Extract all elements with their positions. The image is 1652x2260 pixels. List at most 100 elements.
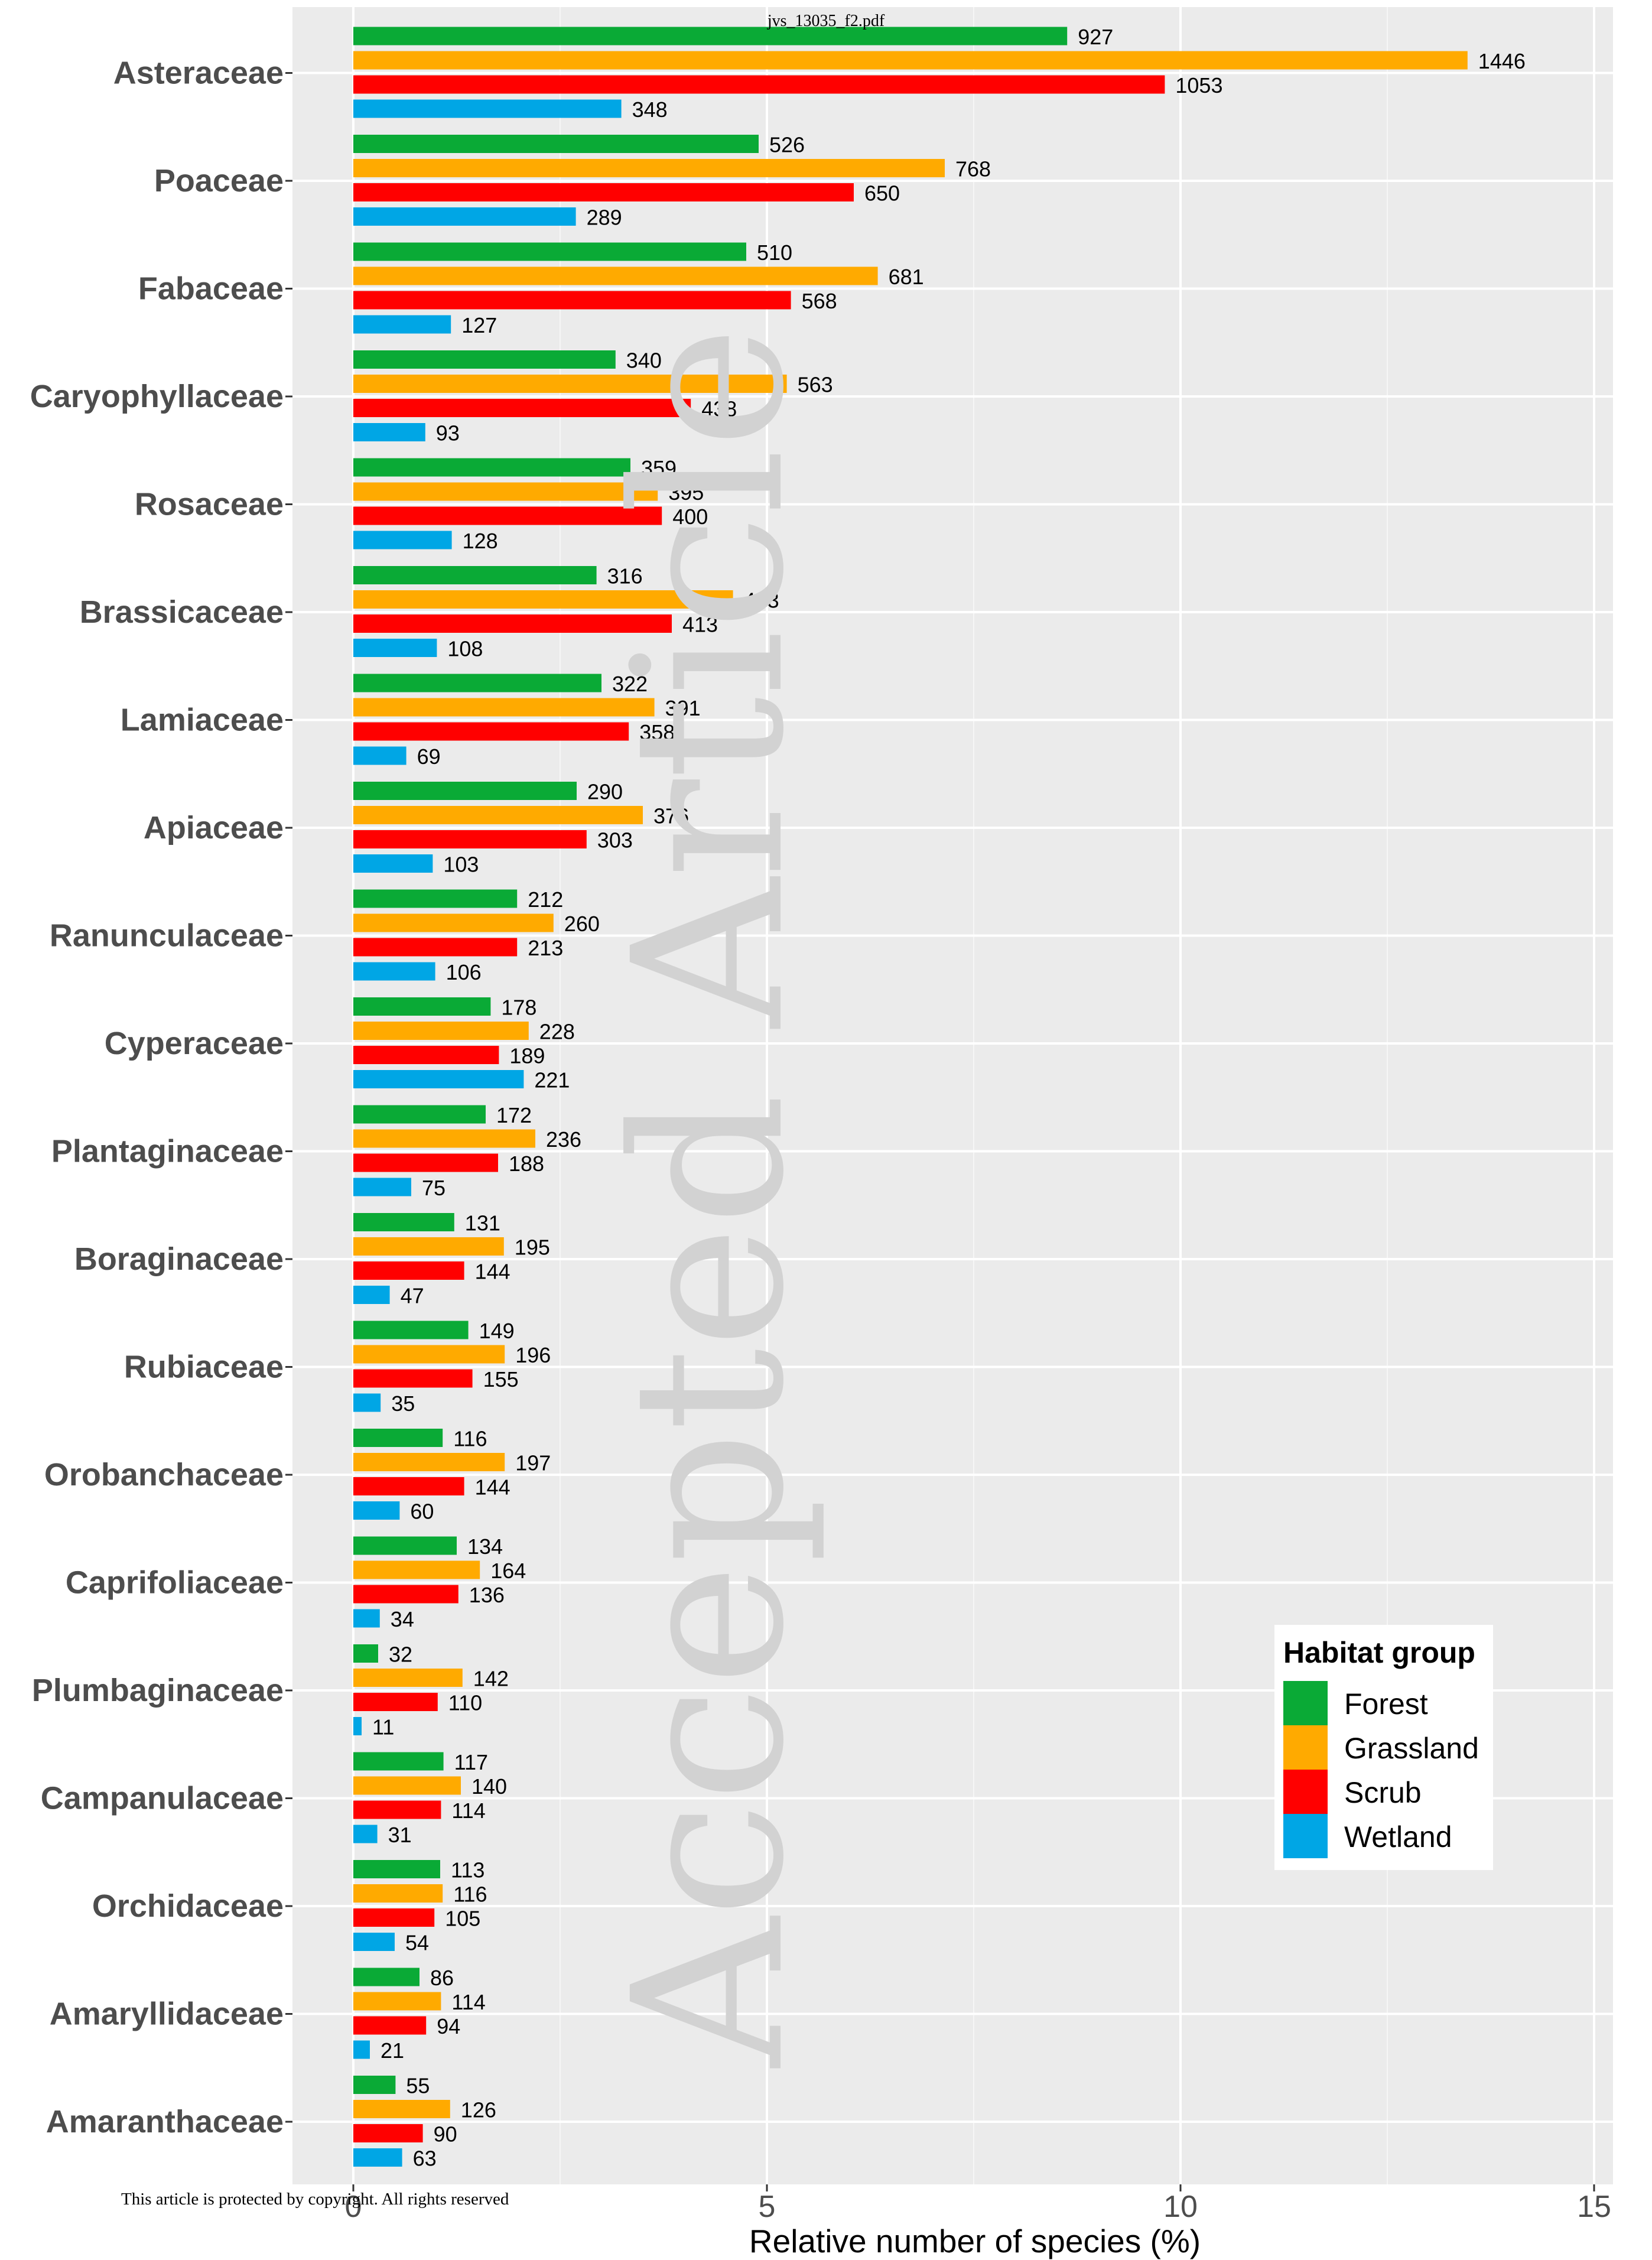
value-label-caryophyllaceae-forest: 340	[626, 349, 662, 373]
category-label-rubiaceae: Rubiaceae	[124, 1350, 284, 1385]
value-label-amaryllidaceae-forest: 86	[430, 1966, 454, 1990]
value-label-cyperaceae-wetland: 221	[534, 1068, 570, 1092]
value-label-poaceae-scrub: 650	[864, 181, 900, 206]
bar-campanulaceae-grassland	[353, 1776, 461, 1795]
bar-amaranthaceae-scrub	[353, 2124, 423, 2142]
copyright-notice: This article is protected by copyright. …	[121, 2190, 509, 2209]
value-label-rosaceae-grassland: 395	[668, 480, 704, 505]
bar-boraginaceae-scrub	[353, 1261, 464, 1280]
bar-apiaceae-grassland	[353, 806, 643, 824]
bar-amaranthaceae-forest	[353, 2076, 396, 2094]
value-label-boraginaceae-wetland: 47	[401, 1284, 424, 1308]
value-label-apiaceae-forest: 290	[587, 780, 623, 804]
bar-apiaceae-scrub	[353, 830, 587, 848]
value-label-plumbaginaceae-forest: 32	[389, 1643, 412, 1667]
value-label-ranunculaceae-grassland: 260	[564, 912, 600, 936]
category-label-poaceae: Poaceae	[154, 163, 284, 199]
category-label-caprifoliaceae: Caprifoliaceae	[66, 1565, 284, 1601]
bar-orobanchaceae-grassland	[353, 1453, 505, 1471]
bar-ranunculaceae-grassland	[353, 913, 554, 932]
bar-amaryllidaceae-grassland	[353, 1992, 441, 2011]
bar-amaranthaceae-wetland	[353, 2148, 402, 2167]
bar-lamiaceae-wetland	[353, 746, 407, 765]
value-label-campanulaceae-wetland: 31	[388, 1823, 412, 1847]
bar-amaryllidaceae-scrub	[353, 2016, 427, 2035]
bar-asteraceae-wetland	[353, 99, 622, 118]
value-label-cyperaceae-scrub: 189	[509, 1044, 545, 1068]
bar-apiaceae-forest	[353, 782, 577, 800]
bar-boraginaceae-wetland	[353, 1286, 390, 1304]
category-label-orchidaceae: Orchidaceae	[92, 1888, 284, 1924]
bar-fabaceae-wetland	[353, 315, 451, 334]
category-label-caryophyllaceae: Caryophyllaceae	[30, 379, 284, 414]
value-label-rubiaceae-forest: 149	[479, 1319, 515, 1343]
bar-plantaginaceae-grassland	[353, 1129, 535, 1148]
legend-label-grassland: Grassland	[1344, 1732, 1479, 1765]
value-label-plumbaginaceae-scrub: 110	[448, 1691, 482, 1715]
value-label-fabaceae-forest: 510	[757, 240, 792, 265]
value-label-caryophyllaceae-wetland: 93	[436, 421, 460, 446]
value-label-orchidaceae-wetland: 54	[405, 1931, 429, 1955]
category-label-orobanchaceae: Orobanchaceae	[44, 1457, 284, 1492]
value-label-amaranthaceae-grassland: 126	[461, 2098, 496, 2122]
category-label-plantaginaceae: Plantaginaceae	[51, 1134, 284, 1169]
bar-rosaceae-grassland	[353, 482, 658, 501]
value-label-poaceae-forest: 526	[769, 133, 805, 157]
value-label-rosaceae-scrub: 400	[672, 505, 708, 529]
value-label-cyperaceae-forest: 178	[501, 996, 536, 1020]
category-label-brassicaceae: Brassicaceae	[80, 594, 284, 630]
bar-lamiaceae-grassland	[353, 698, 655, 717]
value-label-amaranthaceae-wetland: 63	[413, 2147, 437, 2171]
y-axis: Asteraceae Poaceae Fabaceae Caryophyllaceae…	[30, 56, 292, 2139]
bar-amaryllidaceae-forest	[353, 1968, 419, 1986]
bar-caprifoliaceae-forest	[353, 1536, 457, 1555]
value-label-caprifoliaceae-wetland: 34	[391, 1607, 414, 1631]
legend-label-forest: Forest	[1344, 1687, 1428, 1721]
bar-campanulaceae-wetland	[353, 1825, 378, 1843]
category-label-amaranthaceae: Amaranthaceae	[46, 2104, 284, 2139]
value-label-orobanchaceae-forest: 116	[453, 1427, 487, 1451]
value-label-amaranthaceae-scrub: 90	[434, 2122, 457, 2147]
bar-caprifoliaceae-scrub	[353, 1585, 458, 1604]
bar-ranunculaceae-forest	[353, 889, 518, 908]
bar-lamiaceae-forest	[353, 674, 601, 692]
category-label-campanulaceae: Campanulaceae	[41, 1781, 284, 1816]
bar-orobanchaceae-forest	[353, 1429, 443, 1447]
value-label-cyperaceae-grassland: 228	[539, 1020, 575, 1044]
value-label-amaranthaceae-forest: 55	[406, 2074, 430, 2098]
value-label-plantaginaceae-forest: 172	[496, 1103, 532, 1127]
x-axis: 0 5 10 15	[345, 2184, 1611, 2224]
value-label-caprifoliaceae-forest: 134	[467, 1534, 503, 1559]
x-tick-label: 10	[1163, 2190, 1198, 2224]
value-label-ranunculaceae-forest: 212	[528, 887, 563, 912]
value-label-rubiaceae-grassland: 196	[515, 1343, 551, 1367]
bar-asteraceae-forest	[353, 27, 1068, 45]
bar-poaceae-wetland	[353, 207, 576, 226]
bar-rosaceae-forest	[353, 458, 630, 477]
bar-orchidaceae-scrub	[353, 1908, 435, 1927]
bar-plumbaginaceae-scrub	[353, 1693, 438, 1711]
value-label-fabaceae-wetland: 127	[461, 313, 497, 337]
value-label-asteraceae-grassland: 1446	[1478, 49, 1526, 73]
category-label-asteraceae: Asteraceae	[113, 56, 284, 91]
bar-caryophyllaceae-scrub	[353, 399, 691, 417]
value-label-caryophyllaceae-grassland: 563	[798, 373, 833, 397]
bar-boraginaceae-forest	[353, 1213, 454, 1231]
value-label-brassicaceae-scrub: 413	[682, 613, 718, 637]
value-label-rosaceae-forest: 359	[641, 456, 677, 480]
value-label-orchidaceae-forest: 113	[451, 1858, 484, 1882]
category-label-rosaceae: Rosaceae	[135, 487, 284, 522]
legend-swatch-forest	[1283, 1681, 1328, 1725]
value-label-orchidaceae-grassland: 116	[453, 1882, 487, 1907]
bar-orchidaceae-forest	[353, 1860, 440, 1878]
bar-caprifoliaceae-grassland	[353, 1560, 480, 1579]
value-label-orobanchaceae-scrub: 144	[475, 1475, 510, 1500]
bar-poaceae-grassland	[353, 159, 945, 177]
bar-fabaceae-grassland	[353, 266, 878, 285]
x-tick-label: 0	[345, 2190, 362, 2224]
bar-amaranthaceae-grassland	[353, 2100, 450, 2118]
value-label-boraginaceae-forest: 131	[465, 1211, 500, 1235]
bar-plumbaginaceae-grassland	[353, 1669, 463, 1687]
value-label-poaceae-wetland: 289	[587, 206, 622, 230]
